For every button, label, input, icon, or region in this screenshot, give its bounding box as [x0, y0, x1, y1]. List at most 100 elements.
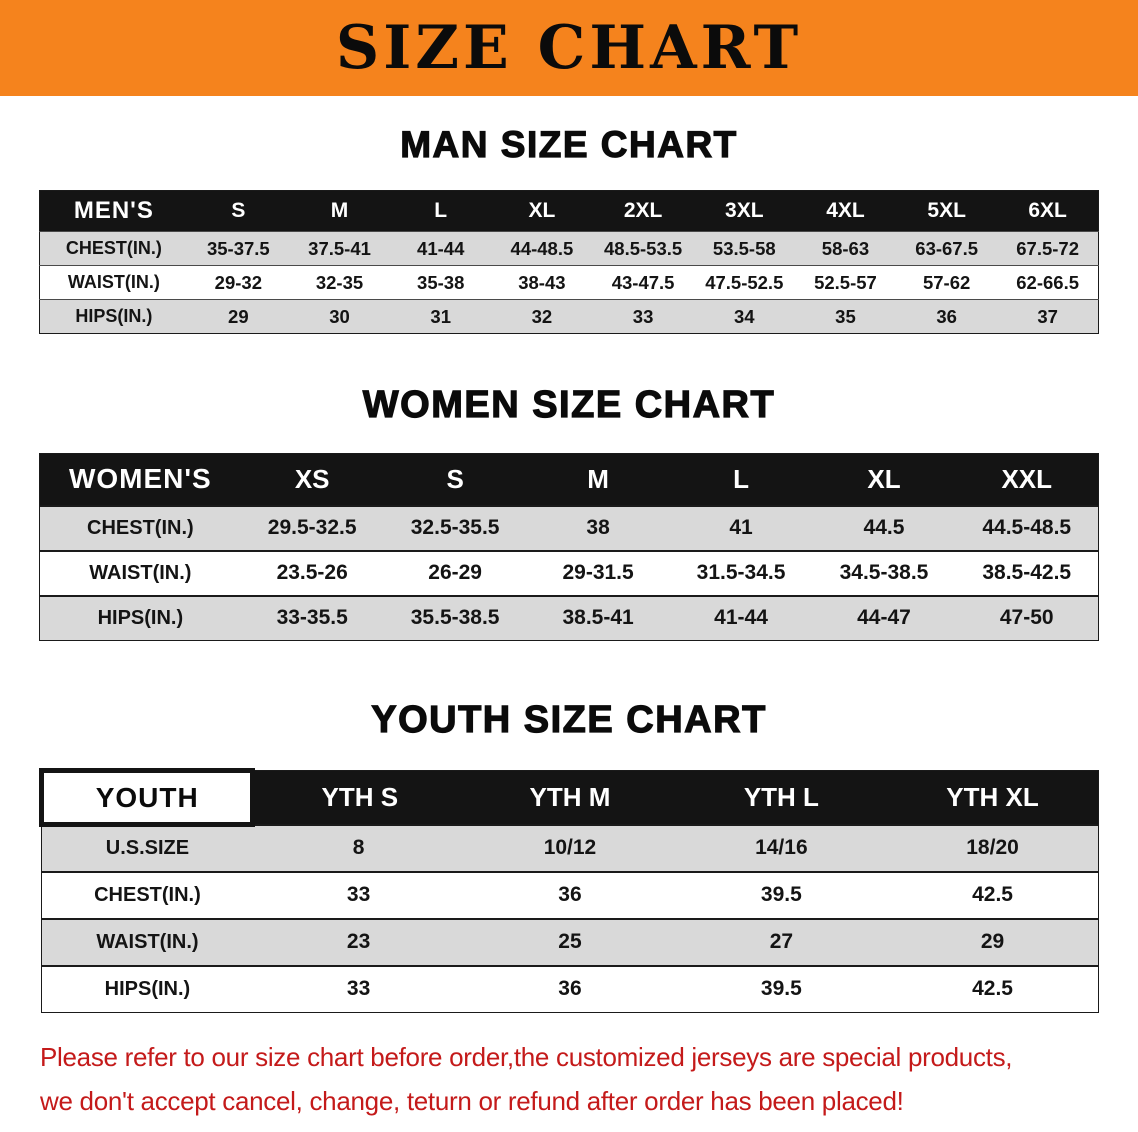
table-title-cell: YOUTH: [38, 768, 256, 827]
size-value: 23: [346, 930, 371, 953]
size-header-cell: L: [390, 190, 492, 232]
row-label: CHEST(IN.): [65, 238, 162, 258]
womens-section-heading: WOMEN SIZE CHART: [362, 383, 776, 426]
size-value: 14/16: [755, 836, 808, 859]
size-value: 41-44: [714, 606, 768, 630]
size-value: 42.5: [972, 977, 1013, 1001]
size-value: 35-38: [417, 271, 465, 293]
size-value: 48.5-53.5: [604, 237, 683, 259]
size-value: 36: [558, 977, 582, 1001]
size-value: 58-63: [821, 237, 870, 259]
size-value: 34: [733, 305, 755, 327]
size-value: 33: [346, 883, 371, 906]
size-header-cell: XL: [812, 453, 956, 506]
size-value: 32-35: [315, 271, 364, 293]
size-header-cell: S: [383, 453, 527, 506]
measure-row: WAIST(IN.) 23 25 27 29: [41, 918, 1099, 966]
measure-row: U.S.SIZE 8 10/12 14/16 18/20: [41, 824, 1099, 872]
size-value: 47-50: [999, 606, 1054, 630]
measure-row: WAIST(IN.) 23.5-26 26-29 29-31.5 31.5-34.5 34…: [39, 550, 1099, 596]
row-label: HIPS(IN.): [75, 306, 153, 326]
size-value: 38-43: [518, 271, 566, 293]
size-header-cell: YTH M: [464, 770, 676, 825]
size-value: 31: [430, 305, 451, 327]
row-label: WAIST(IN.): [96, 930, 199, 953]
size-value: 37.5-41: [308, 237, 371, 259]
size-value: 44-47: [857, 606, 911, 630]
row-label: U.S.SIZE: [105, 837, 190, 860]
measure-row: HIPS(IN.) 33-35.5 35.5-38.5 38.5-41 41-44 44-…: [39, 595, 1099, 641]
size-value: 57-62: [922, 271, 971, 293]
size-header-cell: XXL: [955, 453, 1099, 506]
size-header-cell: 6XL: [997, 190, 1099, 232]
size-value: 27: [769, 930, 794, 953]
size-value: 37: [1037, 305, 1058, 327]
size-header-cell: M: [288, 190, 391, 232]
womens-size-table: WOMEN'S XS S M L XL XXL CHEST(IN.) 29.5-32.5 32.5…: [39, 453, 1099, 641]
size-value: 32: [531, 305, 553, 327]
size-value: 53.5-58: [712, 237, 776, 259]
size-value: 10/12: [543, 836, 597, 859]
mens-size-table: MEN'S S M L XL 2XL 3XL 4XL 5XL 6XL CHEST(IN.) 35-37…: [39, 190, 1099, 334]
row-label: CHEST(IN.): [87, 516, 194, 539]
size-chart-sections: MAN SIZE CHART MEN'S S M L XL 2XL 3XL 4XL 5XL 6XL C…: [0, 123, 1138, 1013]
section-mens: MAN SIZE CHART MEN'S S M L XL 2XL 3XL 4XL 5XL 6XL C…: [0, 123, 1138, 334]
disclaimer-note: Please refer to our size chart before or…: [40, 1035, 1138, 1123]
size-value: 38.5-41: [562, 606, 634, 630]
size-header-cell: XS: [240, 453, 384, 506]
header-row: YOUTH YTH S YTH M YTH L YTH XL: [38, 768, 1099, 827]
header-row: MEN'S S M L XL 2XL 3XL 4XL 5XL 6XL: [39, 190, 1099, 232]
mens-section-heading: MAN SIZE CHART: [400, 123, 738, 165]
size-header-cell: S: [187, 190, 289, 232]
size-value: 34.5-38.5: [839, 561, 929, 584]
page-title: SIZE CHART: [335, 13, 803, 83]
size-value: 23.5-26: [276, 561, 348, 584]
row-label: HIPS(IN.): [104, 977, 191, 1000]
size-header-cell: XL: [491, 190, 593, 232]
size-value: 41-44: [417, 237, 465, 259]
size-value: 8: [352, 836, 365, 859]
size-value: 33: [632, 305, 654, 327]
header-row: WOMEN'S XS S M L XL XXL: [39, 453, 1099, 506]
row-label: HIPS(IN.): [97, 606, 184, 629]
size-value: 35.5-38.5: [410, 606, 500, 630]
youth-section-heading: YOUTH SIZE CHART: [371, 698, 767, 741]
size-value: 26-29: [428, 561, 482, 584]
note-line-2: we don't accept cancel, change, teturn o…: [40, 1086, 904, 1117]
table-title-cell: MEN'S: [39, 190, 188, 232]
size-value: 25: [558, 930, 582, 953]
size-header-cell: 4XL: [794, 190, 897, 232]
size-header-cell: L: [669, 453, 813, 506]
size-value: 43-47.5: [611, 271, 675, 293]
measure-row: WAIST(IN.) 29-32 32-35 35-38 38-43 43-47.5 47.…: [39, 265, 1099, 300]
row-label: CHEST(IN.): [94, 883, 201, 906]
row-label: WAIST(IN.): [89, 561, 192, 584]
size-value: 39.5: [760, 883, 802, 906]
size-value: 41: [729, 516, 753, 539]
size-value: 31.5-34.5: [696, 561, 786, 584]
size-header-cell: 2XL: [592, 190, 694, 232]
size-value: 44-48.5: [510, 237, 574, 259]
size-value: 39.5: [760, 977, 802, 1001]
size-value: 18/20: [966, 836, 1019, 859]
size-header-cell: M: [526, 453, 670, 506]
note-line-1: Please refer to our size chart before or…: [40, 1042, 1013, 1072]
youth-size-table: YOUTH YTH S YTH M YTH L YTH XL U.S.SIZE 8 10/12…: [38, 768, 1099, 1013]
size-value: 44.5: [863, 516, 905, 539]
size-value: 36: [558, 883, 582, 906]
size-value: 33: [346, 977, 371, 1001]
section-womens: WOMEN SIZE CHART WOMEN'S XS S M L XL XXL CHEST(I…: [0, 383, 1138, 641]
measure-row: CHEST(IN.) 35-37.5 37.5-41 41-44 44-48.5 48.5…: [39, 231, 1099, 266]
measure-row: HIPS(IN.) 33 36 39.5 42.5: [41, 965, 1099, 1013]
size-value: 29.5-32.5: [267, 516, 357, 539]
size-value: 47.5-52.5: [705, 271, 784, 293]
size-value: 33-35.5: [276, 606, 348, 630]
size-value: 32.5-35.5: [410, 516, 500, 539]
size-value: 67.5-72: [1016, 237, 1079, 259]
size-value: 42.5: [972, 883, 1013, 906]
size-value: 44.5-48.5: [982, 516, 1072, 539]
size-header-cell: YTH XL: [887, 770, 1099, 825]
size-value: 62-66.5: [1016, 271, 1079, 293]
size-value: 29-32: [214, 271, 262, 293]
row-label: WAIST(IN.): [67, 272, 160, 292]
